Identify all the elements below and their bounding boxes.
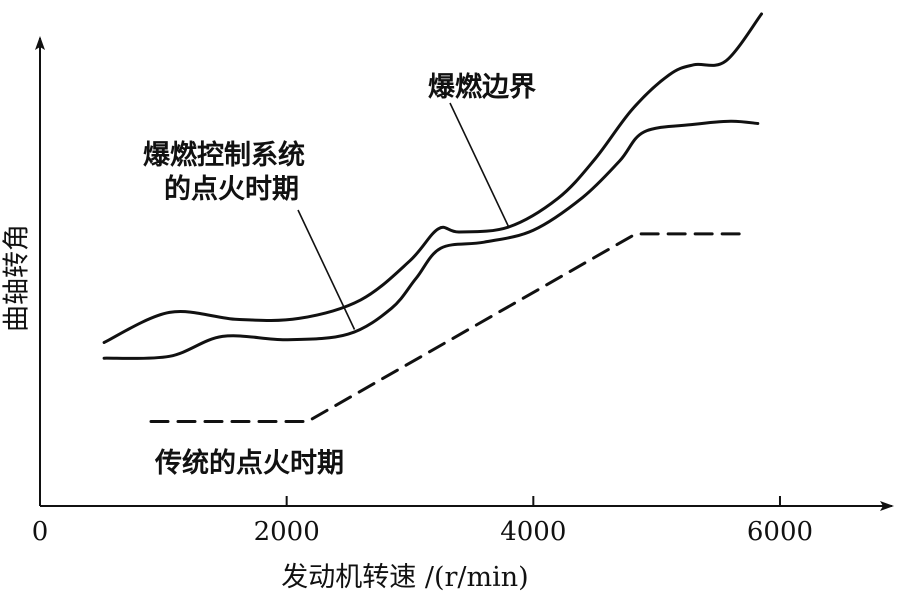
x-tick-label-4000: 4000 xyxy=(500,517,566,547)
x-tick-label-6000: 6000 xyxy=(747,517,813,547)
axes xyxy=(40,38,892,506)
leader-knock-boundary xyxy=(450,103,509,227)
series-conventional-timing xyxy=(151,234,743,422)
y-axis-title: 曲轴转角 xyxy=(2,224,33,332)
x-axis-ticks: 0 2000 4000 6000 xyxy=(32,496,813,547)
annotation-conventional-timing: 传统的点火时期 xyxy=(154,447,344,479)
annotation-knock-control-line2: 的点火时期 xyxy=(164,173,299,205)
annotation-knock-control-line1: 爆燃控制系统 xyxy=(143,139,305,171)
x-tick-label-0: 0 xyxy=(32,517,49,547)
annotation-knock-boundary: 爆燃边界 xyxy=(428,72,536,103)
x-axis-title: 发动机转速 /(r/min) xyxy=(281,562,528,593)
x-tick-label-2000: 2000 xyxy=(254,517,320,547)
